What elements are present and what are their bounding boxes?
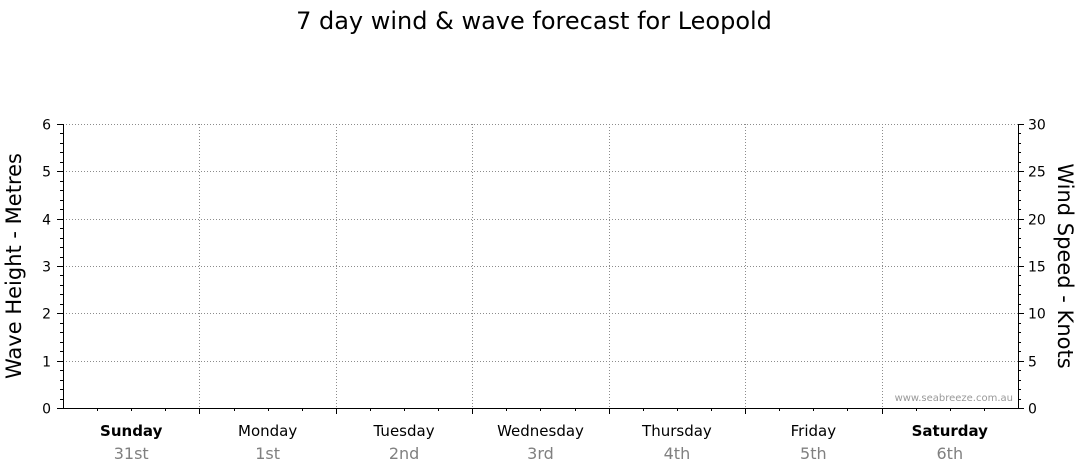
left-tick-label: 1: [42, 355, 51, 371]
right-tick-label: 30: [1028, 118, 1046, 134]
labels-layer: 0 1 2 3 4 5 6 0 5 10 15 20 25 30 Sunday 31st Monday 1st Tu…: [42, 118, 1046, 464]
right-tick-label: 25: [1028, 165, 1046, 181]
day-name-label: Sunday: [100, 422, 163, 440]
right-tick-label: 15: [1028, 260, 1046, 276]
chart-title: 7 day wind & wave forecast for Leopold: [296, 7, 772, 35]
right-tick-label: 0: [1028, 402, 1037, 418]
day-name-label: Tuesday: [373, 422, 435, 440]
watermark: www.seabreeze.com.au: [895, 393, 1013, 404]
day-date-label: 3rd: [527, 444, 554, 463]
left-tick-label: 3: [42, 260, 51, 276]
day-date-label: 2nd: [389, 444, 419, 463]
day-date-label: 1st: [255, 444, 280, 463]
day-name-label: Monday: [238, 422, 297, 440]
left-tick-label: 2: [42, 307, 51, 323]
grid-layer: [63, 124, 1018, 408]
day-date-label: 5th: [800, 444, 827, 463]
day-name-label: Thursday: [641, 422, 712, 440]
left-tick-label: 0: [42, 402, 51, 418]
day-date-label: 4th: [664, 444, 691, 463]
day-name-label: Saturday: [912, 422, 989, 440]
day-date-label: 31st: [114, 444, 149, 463]
day-name-label: Friday: [791, 422, 837, 440]
left-tick-label: 4: [42, 213, 51, 229]
right-tick-label: 5: [1028, 355, 1037, 371]
left-tick-label: 6: [42, 118, 51, 134]
day-date-label: 6th: [936, 444, 963, 463]
left-axis-title: Wave Height - Metres: [2, 153, 26, 379]
day-name-label: Wednesday: [497, 422, 584, 440]
right-tick-label: 20: [1028, 213, 1046, 229]
right-tick-label: 10: [1028, 307, 1046, 323]
axes-layer: [57, 124, 1024, 414]
right-axis-title: Wind Speed - Knots: [1053, 163, 1077, 368]
left-tick-label: 5: [42, 165, 51, 181]
